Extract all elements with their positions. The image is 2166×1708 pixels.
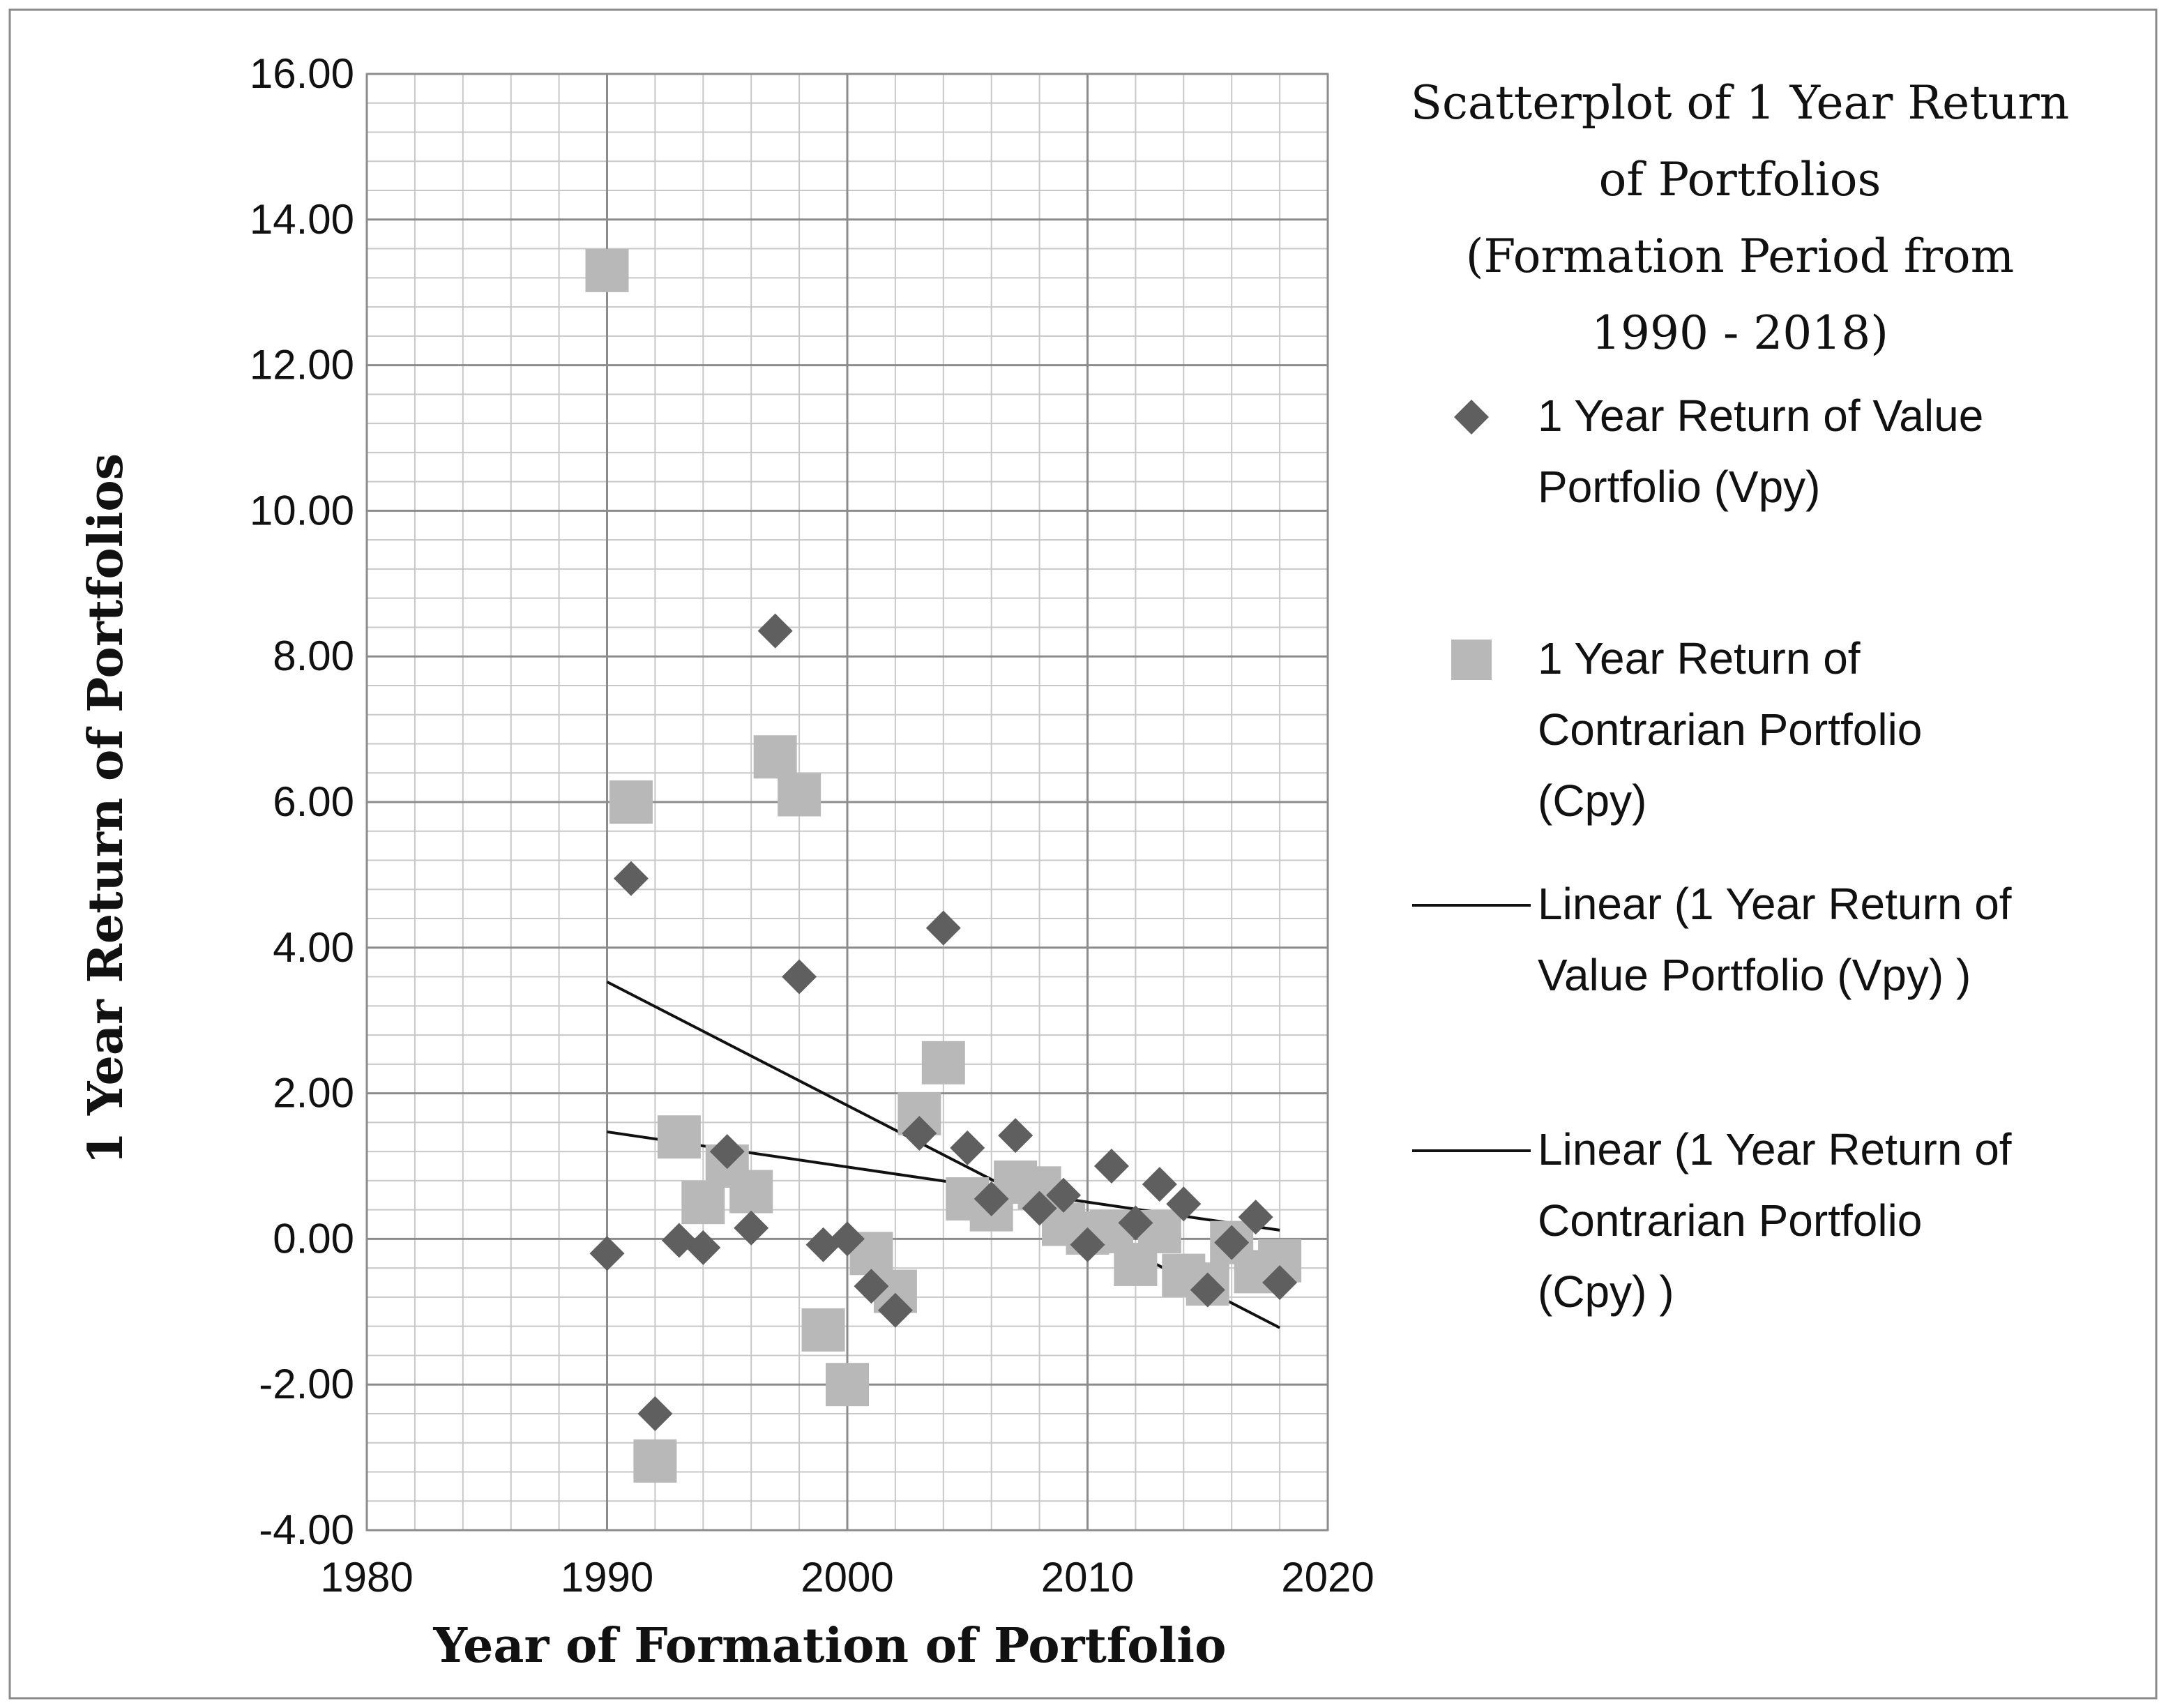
value-point xyxy=(1238,1200,1273,1235)
y-tick-label: 14.00 xyxy=(250,196,354,243)
value-point xyxy=(1093,1149,1129,1184)
contrarian-point xyxy=(609,780,653,824)
x-tick-label: 2000 xyxy=(801,1554,893,1601)
legend-trend-contrarian-label: Linear (1 Year Return of xyxy=(1538,1124,2012,1174)
contrarian-point xyxy=(585,248,629,292)
value-point xyxy=(782,959,817,995)
x-tick-label: 1990 xyxy=(561,1554,653,1601)
contrarian-point xyxy=(921,1041,965,1084)
value-point xyxy=(589,1236,625,1271)
chart-title-line: 1990 - 2018) xyxy=(1591,306,1888,360)
y-axis-label: 1 Year Return of Portfolios xyxy=(78,453,134,1165)
value-point xyxy=(805,1227,841,1262)
contrarian-point xyxy=(801,1308,845,1352)
value-point xyxy=(1046,1177,1082,1213)
y-tick-label: 2.00 xyxy=(273,1070,354,1117)
chart-title-line: Scatterplot of 1 Year Return xyxy=(1411,76,2070,130)
contrarian-point xyxy=(778,773,821,817)
value-point xyxy=(1142,1167,1177,1202)
value-point xyxy=(613,861,649,896)
value-point xyxy=(902,1116,937,1151)
value-point xyxy=(925,910,961,946)
value-point xyxy=(1070,1227,1105,1262)
value-point xyxy=(1118,1205,1153,1241)
value-point xyxy=(830,1221,865,1257)
chart-title-line: (Formation Period from xyxy=(1466,229,2014,283)
value-point xyxy=(1214,1225,1250,1260)
x-axis-tick-labels: 1980 1990 2000 2010 2020 xyxy=(320,1554,1374,1601)
value-point xyxy=(1166,1186,1202,1222)
value-point xyxy=(998,1118,1033,1154)
legend-trend-value-label: Linear (1 Year Return of xyxy=(1538,879,2012,929)
legend-value-label: Portfolio (Vpy) xyxy=(1538,462,1820,512)
value-point xyxy=(1190,1272,1225,1308)
x-tick-label: 2020 xyxy=(1281,1554,1374,1601)
y-tick-label: 10.00 xyxy=(250,487,354,534)
y-tick-label: 16.00 xyxy=(250,50,354,97)
contrarian-point xyxy=(657,1115,701,1159)
legend-trend-value-label: Value Portfolio (Vpy) ) xyxy=(1538,950,1971,1000)
y-tick-label: 6.00 xyxy=(273,778,354,825)
value-point xyxy=(1262,1265,1298,1301)
y-axis-tick-labels: -4.00 -2.00 0.00 2.00 4.00 6.00 8.00 10.00 12.00… xyxy=(250,50,354,1553)
legend-contrarian-label: (Cpy) xyxy=(1538,776,1646,826)
contrarian-point xyxy=(681,1181,725,1225)
chart-title: Scatterplot of 1 Year Return of Portfolio… xyxy=(1411,76,2070,360)
contrarian-point xyxy=(826,1363,869,1407)
y-tick-label: 0.00 xyxy=(273,1215,354,1262)
x-tick-label: 1980 xyxy=(320,1554,413,1601)
x-axis-label: Year of Formation of Portfolio xyxy=(432,1618,1226,1674)
y-tick-label: -4.00 xyxy=(259,1506,354,1553)
value-point xyxy=(974,1181,1009,1216)
value-point xyxy=(877,1292,913,1328)
value-point xyxy=(854,1269,889,1304)
chart-title-line: of Portfolios xyxy=(1599,153,1881,206)
legend-trend-contrarian-label: (Cpy) ) xyxy=(1538,1267,1674,1317)
contrarian-point xyxy=(753,735,797,779)
y-tick-label: -2.00 xyxy=(259,1361,354,1407)
x-tick-label: 2010 xyxy=(1041,1554,1134,1601)
value-point xyxy=(950,1130,985,1165)
data-points xyxy=(585,248,1302,1483)
y-tick-label: 4.00 xyxy=(273,924,354,971)
y-tick-label: 8.00 xyxy=(273,633,354,679)
value-point xyxy=(1022,1191,1057,1226)
legend-contrarian-marker xyxy=(1451,640,1492,680)
contrarian-point xyxy=(729,1170,773,1214)
legend-contrarian-label: 1 Year Return of xyxy=(1538,633,1861,683)
legend: 1 Year Return of Value Portfolio (Vpy) 1 Y… xyxy=(1412,391,2012,1317)
legend-contrarian-label: Contrarian Portfolio xyxy=(1538,704,1922,755)
legend-value-label: 1 Year Return of Value xyxy=(1538,391,1983,441)
legend-value-marker xyxy=(1454,400,1489,434)
value-point xyxy=(734,1210,769,1246)
value-point xyxy=(709,1134,745,1170)
value-point xyxy=(757,613,793,649)
legend-trend-contrarian-label: Contrarian Portfolio xyxy=(1538,1195,1922,1246)
value-point xyxy=(637,1396,673,1431)
y-tick-label: 12.00 xyxy=(250,342,354,388)
contrarian-point xyxy=(633,1439,677,1483)
value-point xyxy=(686,1230,721,1265)
